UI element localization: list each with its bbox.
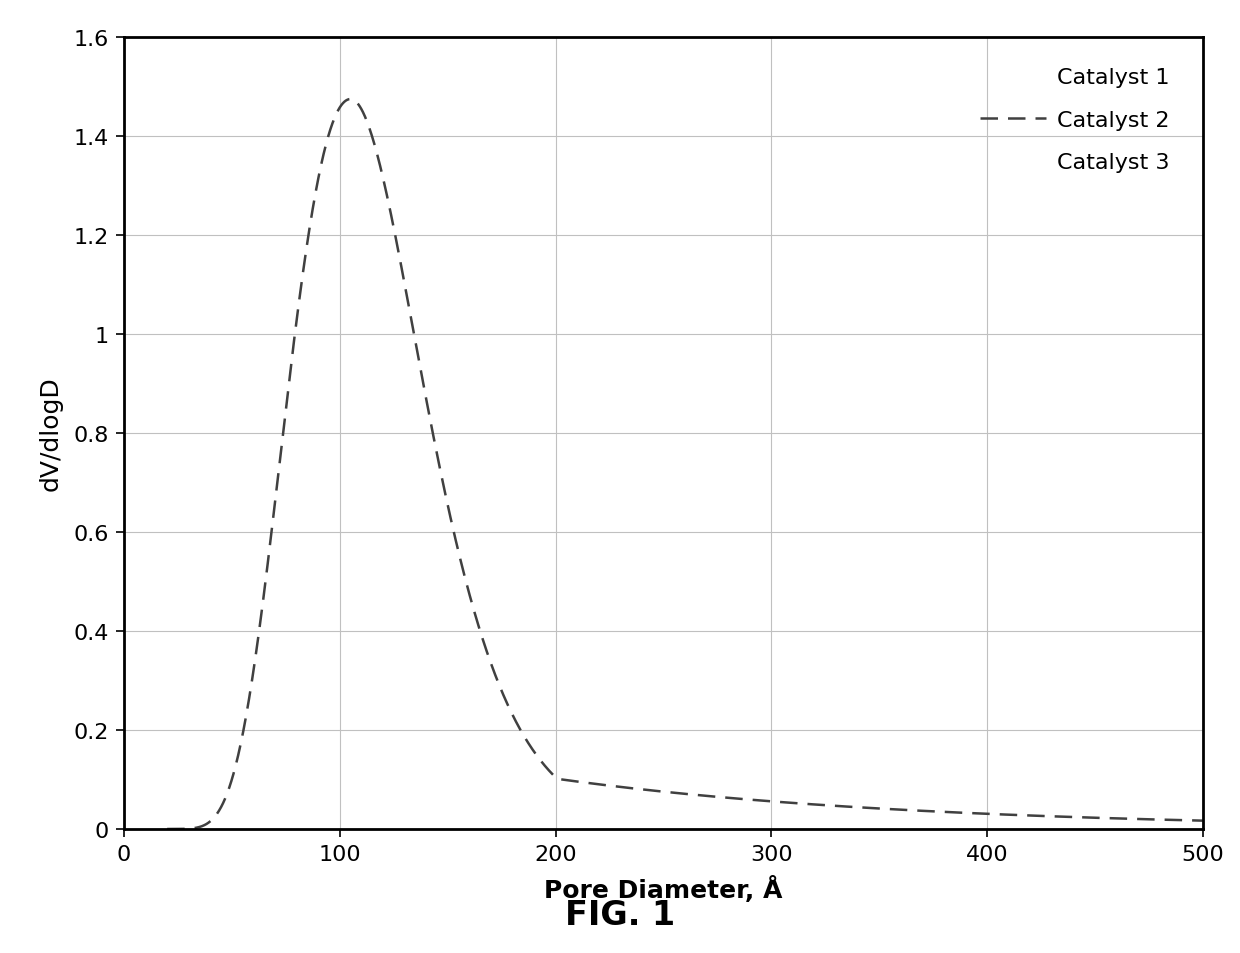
X-axis label: Pore Diameter, Å: Pore Diameter, Å (544, 876, 782, 902)
Y-axis label: dV/dlogD: dV/dlogD (38, 376, 62, 491)
Text: FIG. 1: FIG. 1 (565, 899, 675, 931)
Legend: Catalyst 1, Catalyst 2, Catalyst 3: Catalyst 1, Catalyst 2, Catalyst 3 (968, 57, 1180, 184)
